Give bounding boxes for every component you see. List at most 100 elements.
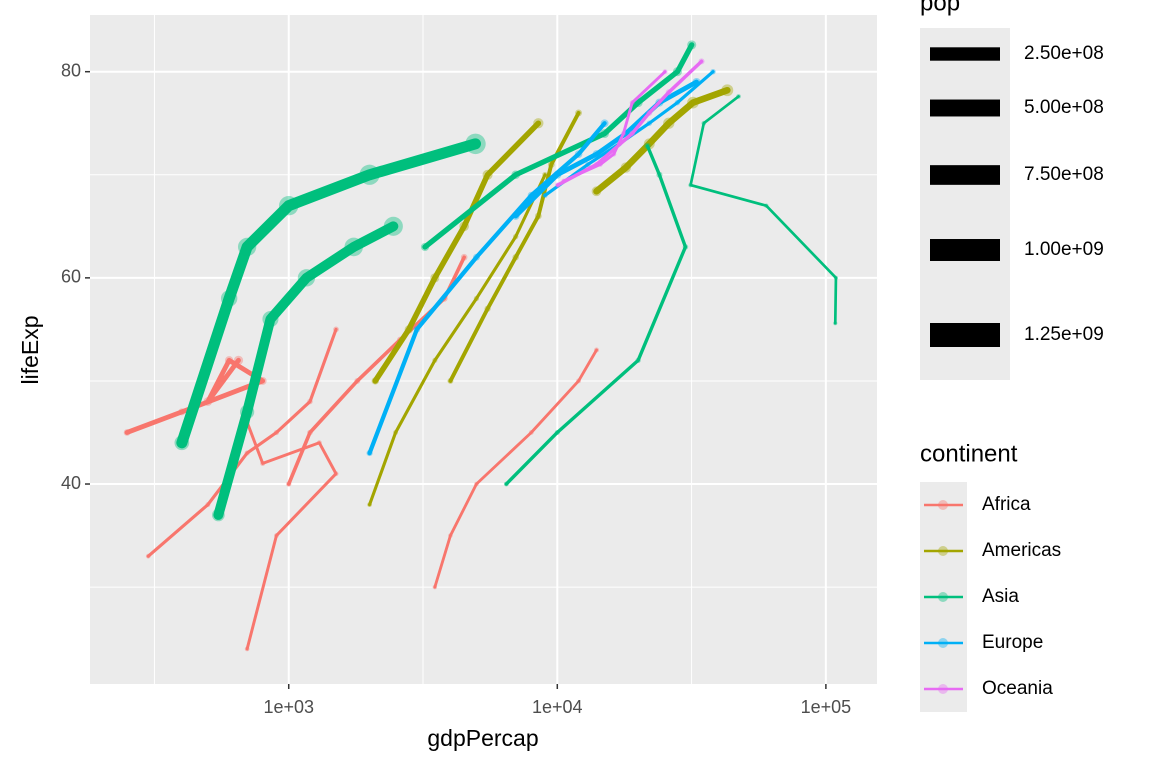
size-legend-label: 5.00e+08 <box>1024 97 1104 118</box>
point <box>662 69 668 75</box>
point <box>646 120 652 126</box>
point <box>473 295 480 302</box>
point <box>262 311 279 328</box>
point <box>600 119 609 128</box>
point <box>279 195 299 216</box>
point <box>672 67 682 77</box>
color-legend-title: continent <box>920 440 1018 467</box>
country-line <box>176 138 482 449</box>
point <box>286 481 292 487</box>
point <box>692 77 701 87</box>
point <box>512 233 519 240</box>
point <box>473 253 480 261</box>
point <box>688 182 693 188</box>
point <box>528 430 534 435</box>
point <box>145 553 151 559</box>
point <box>764 203 769 208</box>
point <box>576 378 582 384</box>
size-legend-label: 1.25e+09 <box>1024 324 1104 345</box>
point <box>123 429 131 436</box>
point <box>367 502 372 508</box>
y-tick-label: 40 <box>61 473 81 493</box>
point <box>484 305 491 312</box>
point <box>178 408 186 416</box>
point <box>687 40 697 50</box>
point <box>682 244 689 250</box>
point <box>274 533 279 538</box>
y-axis-title: lifeExp <box>17 315 43 384</box>
point <box>233 355 244 365</box>
point <box>721 84 734 97</box>
point <box>646 109 653 116</box>
point <box>460 253 468 261</box>
point <box>833 275 839 280</box>
x-tick-label: 1e+03 <box>263 697 314 717</box>
point <box>533 118 544 129</box>
point <box>244 450 250 456</box>
point <box>393 430 399 435</box>
country-line <box>689 95 838 325</box>
point <box>203 397 213 406</box>
point <box>220 290 238 307</box>
point <box>611 151 617 157</box>
point <box>359 164 380 185</box>
point <box>710 68 716 75</box>
point <box>420 242 430 252</box>
size-key-line <box>930 99 1000 117</box>
point <box>620 162 632 173</box>
point <box>833 321 838 326</box>
legend-key-point <box>938 546 948 556</box>
point <box>344 237 363 257</box>
point <box>736 94 741 99</box>
point <box>503 481 509 487</box>
country-line <box>367 121 607 456</box>
legend-key-point <box>938 638 948 648</box>
point <box>205 502 211 508</box>
size-legend-label: 2.50e+08 <box>1024 43 1104 64</box>
point <box>447 377 454 384</box>
point <box>432 584 438 590</box>
point <box>555 182 561 188</box>
point <box>621 131 626 136</box>
point <box>511 170 520 180</box>
size-key-line <box>930 47 1000 61</box>
point <box>354 378 361 384</box>
point <box>629 130 636 137</box>
size-legend-label: 7.50e+08 <box>1024 164 1104 185</box>
point <box>591 186 602 197</box>
point <box>535 212 542 220</box>
country-line <box>245 420 338 651</box>
point <box>644 142 651 150</box>
legend-label: Americas <box>982 540 1061 561</box>
point <box>212 508 225 522</box>
point <box>448 533 453 538</box>
point <box>244 646 250 652</box>
point <box>366 450 373 457</box>
point <box>554 429 560 436</box>
point <box>597 162 603 167</box>
point <box>687 96 699 109</box>
point <box>665 89 672 96</box>
point <box>701 120 707 126</box>
size-legend-label: 1.00e+09 <box>1024 239 1104 260</box>
point <box>575 109 583 117</box>
point <box>459 221 469 232</box>
size-key-line <box>930 323 1000 347</box>
point <box>307 398 313 405</box>
point <box>371 377 379 385</box>
point <box>698 58 705 65</box>
point <box>585 161 591 168</box>
size-key-line <box>930 165 1000 185</box>
point <box>383 216 403 236</box>
legend-label: Europe <box>982 632 1043 653</box>
point <box>430 273 440 283</box>
point <box>260 460 266 466</box>
legend-key-point <box>938 684 948 694</box>
panel <box>90 15 877 684</box>
legend-label: Asia <box>982 586 1019 607</box>
point <box>663 117 675 129</box>
y-tick-label: 60 <box>61 267 81 287</box>
legend-key-point <box>938 592 948 602</box>
country-line <box>513 79 699 219</box>
